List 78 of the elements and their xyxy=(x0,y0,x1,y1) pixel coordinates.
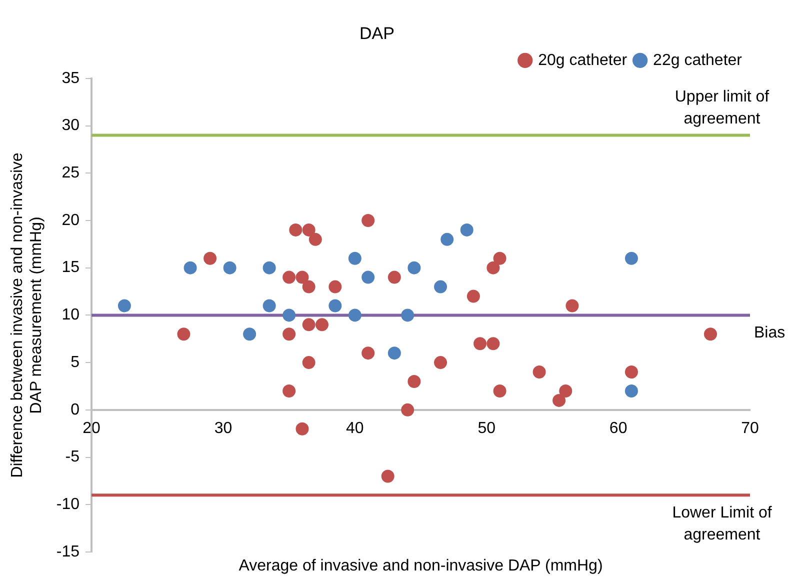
point xyxy=(348,308,362,322)
point xyxy=(282,384,296,398)
point xyxy=(624,252,638,265)
y-tick-label: -10 xyxy=(56,496,80,514)
point xyxy=(282,308,296,322)
point xyxy=(302,356,316,370)
ref-line-label: Bias xyxy=(754,324,786,342)
point xyxy=(388,346,401,360)
point xyxy=(348,252,362,265)
y-tick-label: 35 xyxy=(62,70,80,87)
legend-label: 22g catheter xyxy=(653,52,743,69)
point xyxy=(296,422,309,436)
point xyxy=(243,328,256,341)
x-tick-label: 40 xyxy=(346,420,364,437)
x-tick-label: 60 xyxy=(609,420,628,437)
point xyxy=(624,384,638,398)
point xyxy=(362,214,375,227)
x-axis-title: Average of invasive and non-invasive DAP (mmHg) xyxy=(238,557,603,574)
x-tick-label: 50 xyxy=(478,420,496,437)
point xyxy=(486,261,500,274)
point xyxy=(328,280,342,294)
point xyxy=(204,252,217,265)
y-tick-label: -5 xyxy=(65,448,80,466)
point xyxy=(223,261,236,274)
point xyxy=(262,261,276,274)
point xyxy=(474,337,487,350)
y-tick-label: 5 xyxy=(70,354,80,371)
point xyxy=(308,232,322,246)
y-tick-label: 0 xyxy=(70,401,80,418)
point xyxy=(493,252,506,265)
y-tick-label: 15 xyxy=(62,259,80,276)
point xyxy=(408,375,421,388)
point xyxy=(302,318,316,332)
point xyxy=(434,280,448,294)
point xyxy=(704,328,717,341)
point xyxy=(401,308,414,322)
point xyxy=(362,346,375,360)
point xyxy=(408,261,421,274)
point xyxy=(460,223,474,236)
y-tick-label: -15 xyxy=(56,543,80,560)
y-axis-title: Difference between invasive and non-invasive DAP measurement (mmHg) xyxy=(9,152,46,478)
point xyxy=(289,223,302,236)
x-tick-label: 20 xyxy=(82,420,101,437)
point xyxy=(302,280,316,294)
point xyxy=(559,384,572,398)
y-tick-label: 10 xyxy=(62,306,80,324)
x-tick-label: 30 xyxy=(214,420,232,437)
point xyxy=(401,403,414,416)
point xyxy=(552,394,566,407)
point xyxy=(466,290,480,303)
ref-line-label: Lower Limit of agreement xyxy=(672,504,772,544)
point xyxy=(302,223,316,236)
legend-label: 20g catheter xyxy=(538,52,628,69)
y-tick-label: 30 xyxy=(62,117,80,134)
point xyxy=(434,356,448,370)
point xyxy=(566,299,579,312)
point xyxy=(624,366,638,379)
point xyxy=(118,299,131,312)
point xyxy=(262,299,276,312)
point xyxy=(388,270,401,284)
point xyxy=(440,232,454,246)
y-tick-label: 20 xyxy=(62,212,80,229)
point xyxy=(493,384,506,398)
y-tick-label: 25 xyxy=(62,164,80,182)
ref-line-label: Upper limit of agreement xyxy=(674,88,770,128)
point xyxy=(381,470,394,483)
point xyxy=(282,328,296,341)
point xyxy=(315,318,328,332)
point xyxy=(184,261,197,274)
point xyxy=(532,366,546,379)
point xyxy=(328,299,342,312)
point xyxy=(362,270,375,284)
point xyxy=(296,270,309,284)
x-tick-label: 70 xyxy=(741,420,759,437)
chart-title: DAP xyxy=(360,24,394,43)
point xyxy=(486,337,500,350)
point xyxy=(177,328,190,341)
point xyxy=(282,270,296,284)
